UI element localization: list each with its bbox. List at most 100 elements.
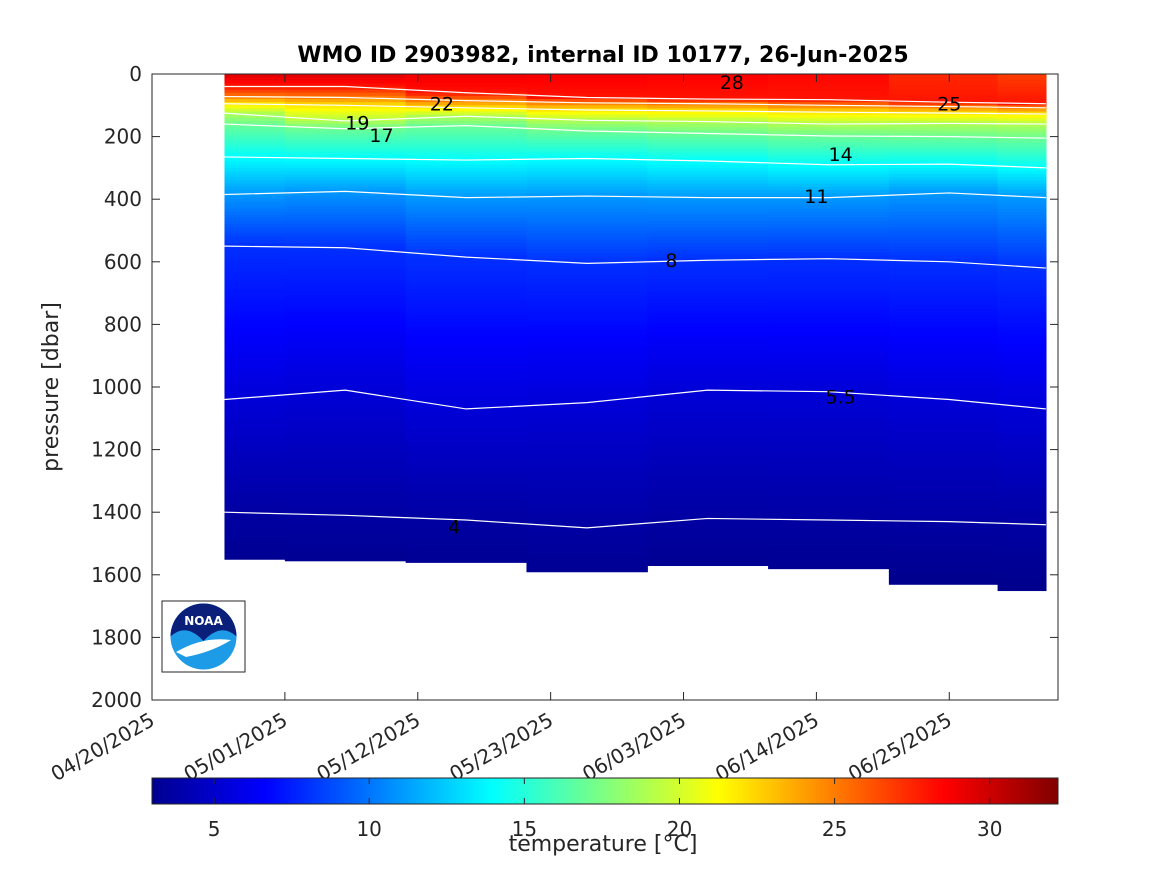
- temperature-cell: [647, 383, 769, 388]
- temperature-cell: [405, 333, 528, 338]
- temperature-cell: [888, 161, 999, 166]
- temperature-cell: [997, 280, 1047, 285]
- temperature-cell: [284, 534, 407, 538]
- isotherm-line: [224, 245, 1046, 269]
- temperature-cell: [405, 111, 528, 116]
- temperature-cell: [526, 105, 648, 110]
- temperature-cell: [647, 224, 769, 228]
- temperature-cell: [997, 289, 1047, 294]
- temperature-cell: [647, 243, 769, 247]
- temperature-cell: [224, 95, 286, 100]
- temperature-cell: [888, 280, 999, 285]
- temperature-cell: [888, 105, 999, 110]
- temperature-cell: [405, 346, 528, 351]
- temperature-cell: [997, 180, 1047, 185]
- temperature-cell: [768, 268, 890, 272]
- temperature-cell: [284, 202, 407, 207]
- temperature-cell: [224, 289, 286, 294]
- temperature-cell: [997, 221, 1047, 225]
- temperature-cell: [526, 352, 648, 357]
- temperature-cell: [768, 343, 890, 347]
- temperature-cell: [997, 455, 1047, 460]
- temperature-cell: [888, 221, 999, 225]
- temperature-cell: [647, 546, 769, 551]
- temperature-cell: [647, 462, 769, 466]
- temperature-cell: [405, 283, 528, 288]
- temperature-cell: [888, 496, 999, 501]
- temperature-cell: [768, 562, 890, 567]
- temperature-cell: [526, 189, 648, 194]
- temperature-cell: [284, 136, 407, 141]
- temperature-cell: [526, 424, 648, 429]
- temperature-cell: [997, 509, 1047, 513]
- temperature-cell: [526, 158, 648, 163]
- temperature-cell: [405, 355, 528, 360]
- temperature-cell: [647, 77, 769, 81]
- temperature-cell: [997, 86, 1047, 91]
- temperature-cell: [997, 574, 1047, 579]
- temperature-cell: [888, 440, 999, 444]
- temperature-cell: [997, 443, 1047, 448]
- temperature-cell: [768, 468, 890, 473]
- temperature-cell: [284, 133, 407, 138]
- temperature-cell: [405, 365, 528, 369]
- temperature-cell: [405, 396, 528, 401]
- contour-label: 8: [665, 250, 677, 272]
- temperature-cell: [888, 114, 999, 119]
- temperature-cell: [284, 449, 407, 454]
- temperature-cell: [526, 393, 648, 397]
- temperature-cell: [284, 408, 407, 413]
- temperature-cell: [888, 255, 999, 260]
- x-tick-label: 06/03/2025: [578, 708, 690, 786]
- temperature-cell: [526, 565, 648, 570]
- temperature-cell: [888, 480, 999, 485]
- temperature-cell: [768, 214, 890, 219]
- temperature-cell: [768, 80, 890, 84]
- temperature-cell: [224, 211, 286, 216]
- temperature-cell: [997, 543, 1047, 548]
- temperature-cell: [997, 581, 1047, 585]
- temperature-cell: [405, 318, 528, 322]
- temperature-cell: [888, 305, 999, 310]
- temperature-cell: [768, 383, 890, 388]
- temperature-cell: [888, 271, 999, 275]
- temperature-cell: [526, 208, 648, 213]
- temperature-cell: [284, 487, 407, 491]
- temperature-cell: [888, 387, 999, 391]
- temperature-cell: [997, 465, 1047, 469]
- temperature-cell: [284, 430, 407, 435]
- temperature-cell: [224, 393, 286, 397]
- temperature-cell: [405, 349, 528, 354]
- temperature-cell: [284, 83, 407, 88]
- temperature-cell: [997, 205, 1047, 210]
- temperature-cell: [888, 562, 999, 567]
- temperature-cell: [405, 462, 528, 466]
- temperature-cell: [888, 474, 999, 479]
- temperature-cell: [224, 324, 286, 329]
- temperature-cell: [647, 355, 769, 360]
- temperature-cell: [768, 117, 890, 122]
- temperature-cell: [224, 327, 286, 332]
- temperature-cell: [405, 530, 528, 535]
- temperature-cell: [997, 158, 1047, 163]
- contour-label: 25: [937, 94, 961, 116]
- temperature-cell: [405, 120, 528, 125]
- temperature-cell: [647, 293, 769, 297]
- temperature-cell: [526, 174, 648, 178]
- temperature-cell: [768, 521, 890, 526]
- isotherm-line: [224, 95, 1046, 109]
- temperature-cell: [224, 465, 286, 469]
- temperature-cell: [224, 346, 286, 351]
- temperature-cell: [284, 243, 407, 247]
- temperature-cell: [768, 99, 890, 103]
- temperature-cell: [997, 549, 1047, 554]
- temperature-cell: [768, 462, 890, 466]
- temperature-cell: [768, 430, 890, 435]
- temperature-cell: [405, 387, 528, 391]
- temperature-cell: [526, 408, 648, 413]
- chart-title: WMO ID 2903982, internal ID 10177, 26-Ju…: [297, 43, 908, 68]
- temperature-cell: [284, 399, 407, 404]
- y-tick-label: 2000: [91, 688, 142, 712]
- temperature-cell: [405, 468, 528, 473]
